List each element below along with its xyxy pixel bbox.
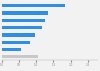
Bar bbox=[2, 19, 45, 22]
Bar bbox=[2, 55, 38, 58]
Bar bbox=[2, 48, 21, 51]
Bar bbox=[2, 33, 35, 36]
Bar bbox=[2, 41, 30, 44]
Bar bbox=[2, 26, 42, 29]
Bar bbox=[2, 4, 65, 7]
Bar bbox=[2, 11, 48, 15]
